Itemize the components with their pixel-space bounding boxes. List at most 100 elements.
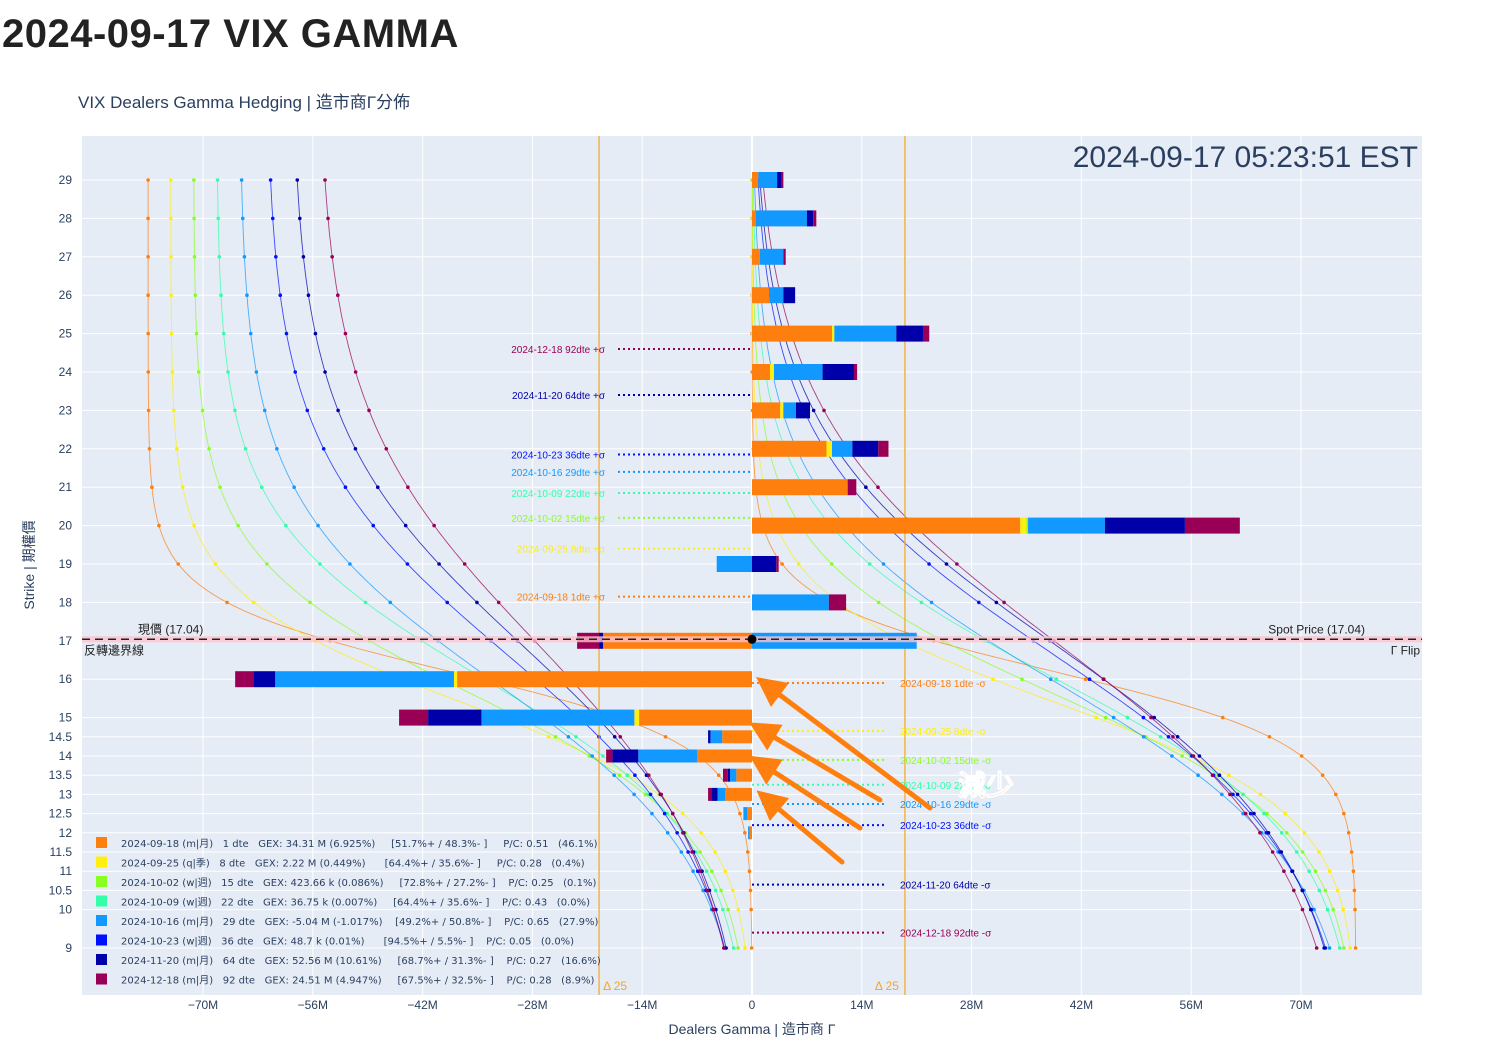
curve-point [323,370,327,374]
legend-swatch [96,973,107,985]
gamma-bar-segment [752,364,771,380]
gamma-bar-segment [770,364,774,380]
curve-point [679,850,684,854]
curve-point [1241,792,1245,797]
curve-point [274,254,278,259]
curve-point [384,447,389,451]
y-tick-label: 16 [59,672,73,686]
curve-point [994,600,999,605]
sigma-label-down: 2024-11-20 64dte -σ [900,881,991,892]
curve-point [284,331,289,336]
curve-point [1331,907,1335,912]
gamma-bar-segment [1028,517,1105,534]
curve-point [633,773,637,777]
page-title: 2024-09-17 VIX GAMMA [2,12,459,56]
gamma-bar-segment [769,287,784,304]
spot-label-left: 現價 (17.04) [138,622,203,636]
curve-point [1348,946,1353,950]
curve-point [336,408,340,413]
curve-point [1258,831,1262,835]
sigma-label-up: 2024-09-25 8dte +σ [517,545,606,556]
flip-label-right: Γ Flip [1391,643,1421,657]
gamma-bar-segment [743,807,748,821]
curve-point [245,293,249,298]
legend-entry: 2024-10-16 (m|月) 29 dte GEX: -5.04 M (-1… [121,916,599,928]
curve-point [1308,907,1313,912]
curve-point [991,677,995,681]
y-tick-label: 9 [65,941,72,955]
curve-point [1292,888,1296,893]
curve-point [1196,773,1200,777]
delta-label: Δ 25 [603,979,627,993]
y-tick-label: 15 [59,711,73,725]
curve-point [251,600,256,605]
curve-point [1267,735,1272,739]
curve-point [236,523,240,528]
curve-point [146,331,150,336]
curve-point [254,370,259,374]
curve-point [713,850,717,854]
x-tick-label: 56M [1180,998,1203,1012]
curve-point [1342,946,1346,950]
curve-point [625,773,629,777]
curve-point [207,447,211,451]
gamma-bar-segment [847,479,857,496]
legend-swatch [96,895,107,907]
curve-point [1283,811,1288,816]
curve-point [743,946,747,950]
spot-marker [747,634,757,644]
curve-point [881,562,886,566]
curve-point [690,850,694,854]
curve-point [919,600,924,605]
x-tick-label: 0 [749,998,756,1012]
gamma-bar-segment [922,325,930,342]
curve-point [326,216,330,221]
gamma-bar-segment [806,210,814,227]
y-tick-label: 21 [59,480,73,494]
curve-point [698,869,702,873]
gamma-bar-segment [1104,517,1185,534]
curve-point [811,408,816,413]
curve-point [686,850,690,854]
legend-swatch [96,954,107,965]
x-tick-label: 70M [1289,998,1312,1012]
curve-point [1320,773,1325,777]
curve-point [1346,831,1351,835]
curve-point [248,331,253,336]
curve-point [1317,888,1322,893]
curve-point [1341,907,1346,912]
curve-point [146,178,150,182]
curve-point [196,370,201,374]
curve-point [574,735,578,739]
y-tick-label: 27 [59,250,73,264]
gamma-bar-segment [428,709,482,726]
curve-point [308,600,312,605]
gamma-bar-segment [708,787,712,801]
curve-point [146,216,150,221]
curve-point [1220,792,1224,797]
gamma-bar-segment [235,671,254,688]
annotation-arrow [756,676,933,811]
curve-point [1294,850,1299,854]
curve-point [719,888,723,893]
curve-point [176,562,181,566]
curve-point [330,254,334,259]
gamma-bar-segment [1020,517,1027,534]
y-tick-label: 18 [59,595,73,609]
curve-point [731,946,736,950]
curve-point [680,811,685,816]
x-tick-label: 14M [850,998,873,1012]
gamma-bar-segment [878,440,889,457]
curve-point [213,562,218,566]
x-tick-label: −28M [517,998,547,1012]
y-tick-label: 11.5 [50,845,73,859]
curve-point [632,792,636,797]
curve-point [1252,811,1256,816]
gamma-bar-segment [777,172,782,188]
gamma-bar-segment [612,749,639,763]
curve-point [403,523,408,528]
curve-point [1002,600,1006,605]
curve-point [780,562,784,566]
curve-point [432,523,436,528]
y-tick-label: 24 [59,365,73,379]
